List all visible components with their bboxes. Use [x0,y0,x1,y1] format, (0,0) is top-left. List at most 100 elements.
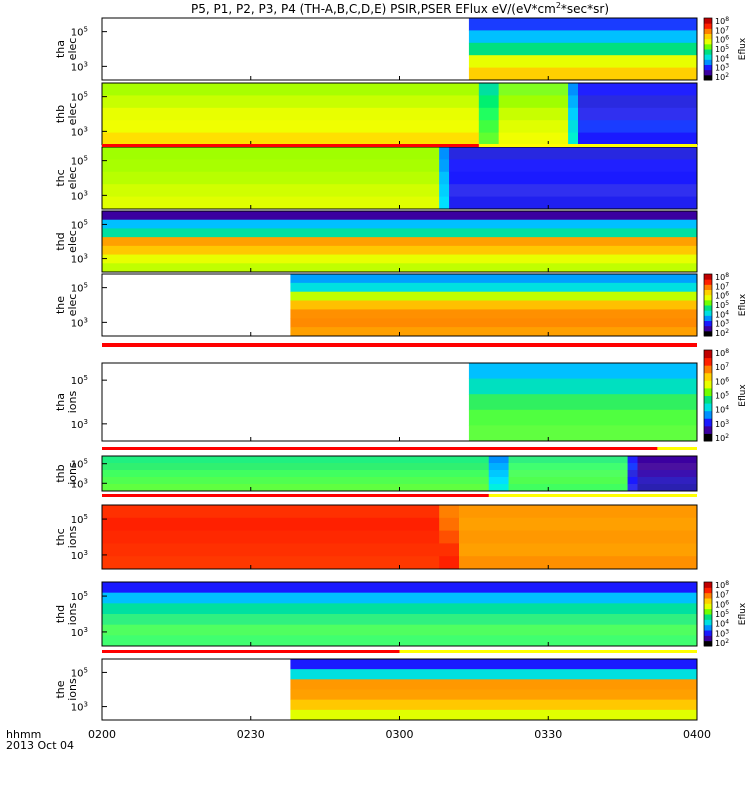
spectrogram-cell [290,679,698,690]
spectrogram-cell [637,477,698,485]
spectrogram-cell [449,159,698,173]
colorbar-frame [703,273,713,337]
colorbar-swatch [704,74,712,81]
y-tick-label: 105 [71,26,88,39]
spectrogram-cell [478,95,500,109]
colorbar-tick-label: 106 [715,35,729,45]
spectrogram-cell [290,659,698,670]
colorbar-tick-label: 108 [715,16,729,26]
colorbar-frame [703,581,713,647]
spectrogram-cell [508,463,629,471]
colorbar-swatch [704,289,712,296]
spectrogram-cell [468,42,698,56]
spectrogram-cell [578,95,698,109]
spectrogram-cell [468,394,698,411]
colorbar-tick-label: 102 [715,638,729,648]
colorbar-tick-label: 103 [715,628,729,638]
colorbar-tick-label: 108 [715,348,729,358]
colorbar-tick-label: 103 [715,319,729,329]
colorbar-swatch [704,18,712,24]
mode-bar [102,650,697,653]
spectrogram-cell [439,517,460,532]
spectrogram-cell [439,196,450,210]
spectrogram-cell [439,184,450,198]
y-tick-label: 105 [71,155,88,168]
colorbar-swatch [704,274,712,280]
spectrogram-cell [568,83,579,96]
spectrogram-cell [102,463,490,471]
colorbar-swatch [704,587,712,594]
spectrogram-cell [449,147,698,160]
spectrogram-panels: tha elec105103108107106105104103102Efluxt… [54,16,748,721]
spectrogram-cell [498,120,569,134]
spectrogram-cell [627,484,638,492]
colorbar-swatch [704,284,712,290]
spectrogram-cell [488,463,510,471]
panel-probe-label: thd [54,232,67,250]
colorbar-tick-label: 106 [715,376,729,386]
spectrogram-cell [102,211,698,221]
colorbar-swatch [704,380,712,389]
figure-title: P5, P1, P2, P3, P4 (TH-A,B,C,D,E) PSIR,P… [191,1,609,16]
panel-species-label: elec [66,103,79,126]
panel-probe-label: thb [54,105,67,123]
mode-bar-red [102,447,658,450]
spectrogram-cell [102,582,698,594]
spectrogram-cell [102,254,698,264]
colorbar-tick-label: 107 [715,362,729,372]
colorbar-swatch [704,305,712,311]
colorbar-tick-label: 108 [715,580,729,590]
panel-species-label: elec [66,38,79,61]
spectrogram-cell [439,543,460,557]
spectrogram-cell [637,463,698,471]
spectrogram-cell [290,689,698,701]
spectrogram-cell [568,95,579,109]
spectrogram-cell [468,378,698,395]
spectrogram-cell [498,95,569,109]
colorbar-tick-label: 105 [715,391,729,401]
colorbar-swatch [704,54,712,60]
colorbar-swatch [704,372,712,381]
colorbar-swatch [704,310,712,316]
spectrogram-cell [627,463,638,471]
x-tick-label: 0300 [386,728,414,741]
spectrogram-cell [290,699,698,711]
spectrogram-cell [488,470,510,478]
spectrogram-cell [578,107,698,121]
spectrogram-cell [468,67,698,81]
spectrogram-cell [439,505,460,519]
colorbar-swatch [704,59,712,65]
spectrogram-cell [102,245,698,256]
mode-bar [102,494,697,497]
spectrogram-cell [290,709,698,721]
spectrogram-cell [468,409,698,426]
panel-probe-label: thd [54,605,67,623]
spectrogram-cell [102,635,698,647]
colorbar-swatch [704,43,712,50]
x-tick-label: 0200 [88,728,116,741]
colorbar-tick-label: 104 [715,405,729,415]
spectrogram-cell [102,530,440,544]
colorbar-tick-label: 107 [715,281,729,291]
spectrogram-cell [459,543,698,557]
y-tick-label: 103 [71,701,88,714]
colorbar-tick-label: 104 [715,53,729,63]
spectrogram-cell [102,456,490,464]
panel-probe-label: thc [54,169,67,186]
x-axis-date: 2013 Oct 04 [6,739,74,752]
colorbar-tick-label: 102 [715,433,729,443]
colorbar-swatch [704,630,712,636]
mode-bar-red [102,650,400,653]
spectrogram-cell [290,282,698,293]
y-tick-label: 103 [71,626,88,639]
colorbar-swatch [704,635,712,642]
spectrogram-cell [459,505,698,519]
colorbar-swatch [704,23,712,29]
spectrogram-cell [637,484,698,492]
